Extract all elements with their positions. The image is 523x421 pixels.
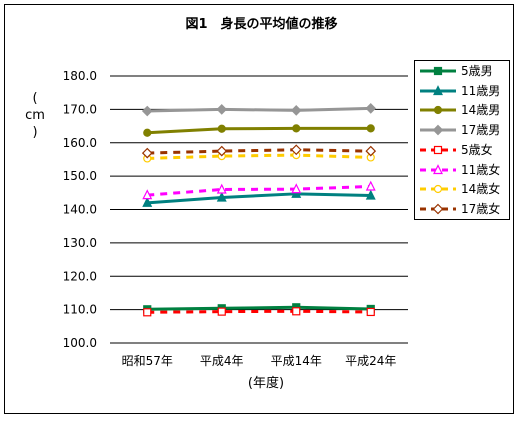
y-tick-labels: 100.0 110.0 120.0 130.0 140.0 150.0 160.0 170.0… <box>63 69 97 350</box>
series-8 <box>141 144 377 159</box>
data-point <box>142 189 153 200</box>
series-2 <box>142 187 376 207</box>
series-line <box>147 126 371 135</box>
x-tick-label: 平成4年 <box>200 354 244 368</box>
grid-lines <box>110 75 408 344</box>
legend-item: 11歳男 <box>415 82 511 101</box>
data-point <box>291 183 302 194</box>
data-point <box>216 183 227 194</box>
legend-item: 5歳女 <box>415 141 511 160</box>
data-point <box>216 191 227 202</box>
series-line <box>147 106 371 113</box>
legend-swatch <box>420 163 456 174</box>
legend-label: 17歳女 <box>461 201 501 216</box>
data-point <box>143 128 152 137</box>
legend-label: 11歳女 <box>461 162 501 177</box>
data-point <box>217 124 226 133</box>
legend-swatch <box>420 124 456 136</box>
data-point <box>365 180 376 191</box>
legend-label: 5歳女 <box>461 142 493 157</box>
series-4 <box>141 103 377 117</box>
data-point <box>292 124 301 133</box>
x-tick-labels: 昭和57年 平成4年 平成14年 平成24年 <box>122 354 397 368</box>
x-tick-label: 平成14年 <box>271 354 322 368</box>
y-unit-open-paren: ( <box>32 91 38 106</box>
data-point <box>365 103 377 114</box>
legend-label: 17歳男 <box>461 123 501 138</box>
legend-item: 17歳男 <box>415 121 511 140</box>
data-point <box>216 145 228 157</box>
legend-item: 14歳女 <box>415 180 511 199</box>
data-point <box>143 308 152 317</box>
legend: 5歳男 11歳男 14歳男 17歳男 5歳女 11歳女 14歳女 17歳女 <box>414 60 510 220</box>
data-point <box>141 105 153 117</box>
x-axis-label: (年度) <box>247 376 285 391</box>
series-line <box>147 305 371 311</box>
series-line <box>147 192 371 205</box>
data-point <box>290 105 302 116</box>
legend-label: 14歳女 <box>461 182 501 197</box>
series-line <box>147 148 371 155</box>
legend-swatch <box>420 203 456 215</box>
series-5 <box>143 307 375 317</box>
y-tick-label: 170.0 <box>63 102 97 116</box>
y-tick-label: 180.0 <box>63 69 97 83</box>
legend-label: 14歳男 <box>461 103 501 118</box>
legend-swatch <box>420 106 456 115</box>
y-unit-close-paren: ) <box>32 125 38 140</box>
data-point <box>141 147 153 159</box>
y-tick-label: 150.0 <box>63 169 97 183</box>
y-tick-label: 100.0 <box>63 336 97 350</box>
data-point <box>365 145 377 157</box>
series-line <box>147 309 371 314</box>
legend-swatch <box>420 145 456 154</box>
series-3 <box>143 124 375 137</box>
y-tick-label: 160.0 <box>63 136 97 150</box>
y-tick-label: 130.0 <box>63 236 97 250</box>
legend-swatch <box>420 84 456 95</box>
chart-title: 図1 身長の平均値の推移 <box>185 17 338 32</box>
legend-item: 14歳男 <box>415 101 511 120</box>
y-tick-label: 120.0 <box>63 269 97 283</box>
series-6 <box>142 180 376 200</box>
data-point <box>365 189 376 200</box>
data-point <box>216 104 228 115</box>
legend-label: 5歳男 <box>461 64 493 78</box>
data-point <box>217 307 226 316</box>
x-tick-label: 昭和57年 <box>122 354 173 368</box>
legend-label: 11歳男 <box>461 83 501 98</box>
y-unit-text: cm <box>25 108 45 123</box>
legend-item: 5歳男 <box>415 62 511 81</box>
data-point <box>142 196 153 207</box>
data-point <box>290 144 302 156</box>
x-tick-label: 平成24年 <box>345 354 396 368</box>
data-point <box>366 307 375 317</box>
y-tick-label: 110.0 <box>63 303 97 317</box>
y-axis-unit-label: ( cm ) <box>24 92 46 139</box>
legend-item: 17歳女 <box>415 200 511 219</box>
series-group <box>141 103 377 317</box>
legend-item: 11歳女 <box>415 161 511 180</box>
legend-swatch <box>420 185 456 194</box>
data-point <box>292 307 301 316</box>
series-line <box>147 153 371 160</box>
data-point <box>291 187 302 198</box>
data-point <box>366 124 375 133</box>
series-line <box>147 184 371 197</box>
y-tick-label: 140.0 <box>63 203 97 217</box>
legend-swatch <box>420 66 456 76</box>
